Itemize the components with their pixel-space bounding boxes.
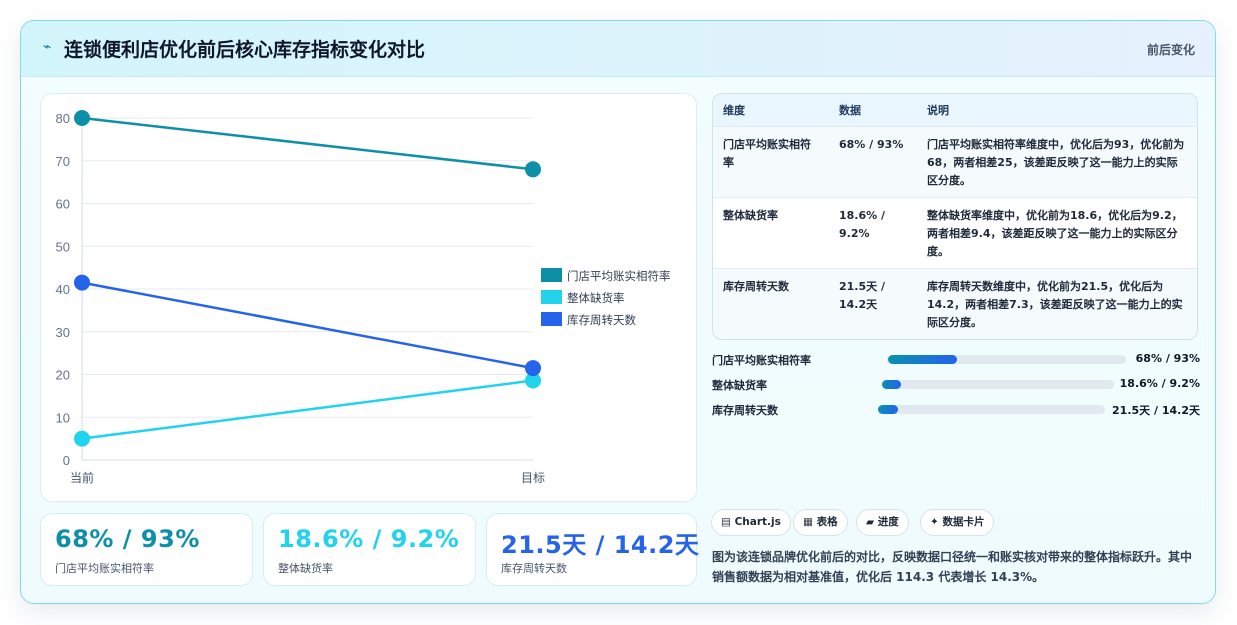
x-tick-label: 目标 [521,471,545,485]
y-tick-label: 20 [56,368,70,383]
progress-row-stockout: 整体缺货率 18.6% / 9.2% [712,375,1200,393]
card-header: ⌁ 连锁便利店优化前后核心库存指标变化对比 前后变化 [21,21,1215,77]
legend-swatch [541,290,562,304]
chart-note: 图为该连锁品牌优化前后的对比，反映数据口径统一和账实核对带来的整体指标跃升。其中… [712,550,1193,584]
progress-track [882,380,1114,389]
data-point [525,372,541,389]
progress-row-accuracy: 门店平均账实相符率 68% / 93% [712,350,1200,368]
table-cell-dimension: 门店平均账实相符率 [723,137,811,169]
progress-value: 68% / 93% [1135,352,1200,365]
data-point [74,430,90,447]
progress-track [878,405,1105,414]
progress-value: 21.5天 / 14.2天 [1112,404,1200,417]
data-table: 维度 数据 说明 门店平均账实相符率 68% / 93% 门店平均账实相符率维度… [713,94,1197,339]
stat-value: 21.5天 / 14.2天 [501,531,700,559]
pill-label: 进度 [877,516,899,528]
lightning-icon: ⌁ [43,39,52,55]
data-point [525,360,541,377]
series-line [81,281,534,370]
progress-track [888,355,1126,364]
data-point [525,161,541,178]
y-tick-label: 40 [56,282,70,297]
stat-label: 整体缺货率 [278,562,333,575]
table-cell-description: 整体缺货率维度中，优化前为18.6，优化后为9.2，两者相差9.4，该差距反映了… [927,208,1183,258]
progress-fill [888,355,958,364]
legend-swatch [541,312,562,326]
y-tick-label: 80 [56,111,70,126]
pill-chartjs[interactable]: ▤ Chart.js [711,509,791,536]
line-chart-panel: 0 10 20 30 40 50 60 70 80 当前 目标 门店平均账实相符率 整体缺货率库存周转天… [40,93,697,502]
x-tick-label: 当前 [70,470,94,485]
pill-label: Chart.js [734,516,781,528]
y-tick-label: 0 [63,453,70,468]
pill-label: 表格 [816,516,838,528]
table-row: 库存周转天数 21.5天 / 14.2天 库存周转天数维度中，优化前为21.5，… [713,268,1197,339]
y-tick-label: 70 [56,154,70,169]
legend-label: 库存周转天数 [567,313,636,327]
header-tag: 前后变化 [1146,43,1195,57]
stat-value: 18.6% / 9.2% [278,525,460,553]
line-chart: 0 10 20 30 40 50 60 70 80 当前 目标 门店平均账实相符率整体缺货率库存周转天… [56,110,671,485]
series-line [81,379,534,440]
table-header-cell: 说明 [927,103,949,117]
progress-row-turnover: 库存周转天数 21.5天 / 14.2天 [712,400,1200,418]
table-cell-description: 门店平均账实相符率维度中，优化后为93，优化前为68，两者相差25，该差距反映了… [927,137,1185,187]
stat-label: 门店平均账实相符率 [55,562,154,575]
pill-data-card[interactable]: ✦ 数据卡片 [920,509,995,536]
table-cell-dimension: 整体缺货率 [723,208,778,222]
series-line [81,116,534,171]
y-tick-label: 50 [56,239,70,254]
progress-label: 整体缺货率 [712,379,767,392]
pill-table[interactable]: ▦ 表格 [793,509,848,536]
table-cell-description: 库存周转天数维度中，优化前为21.5，优化后为14.2，两者相差7.3，该差距反… [927,279,1183,329]
stat-value: 68% / 93% [55,525,200,553]
pill-progress[interactable]: ▰ 进度 [856,509,909,536]
y-tick-label: 30 [56,325,70,340]
table-cell-data: 18.6% / 9.2% [839,208,886,240]
stat-card-stockout: 18.6% / 9.2% 整体缺货率 [263,513,476,586]
table-header-row: 维度 数据 说明 [713,94,1197,126]
legend-label: 门店平均账实相符率 [567,269,671,283]
y-tick-label: 10 [56,410,70,425]
chart-icon: ▤ [721,516,731,528]
progress-label: 库存周转天数 [712,404,778,417]
table-cell-dimension: 库存周转天数 [723,279,789,293]
progress-label: 门店平均账实相符率 [712,354,811,367]
table-cell-data: 21.5天 / 14.2天 [839,279,885,311]
stat-label: 库存周转天数 [501,562,567,575]
table-cell-data: 68% / 93% [839,137,904,151]
table-icon: ▦ [803,516,813,528]
sparkle-icon: ✦ [930,516,939,528]
progress-fill [882,380,901,389]
table-row: 整体缺货率 18.6% / 9.2% 整体缺货率维度中，优化前为18.6，优化后… [713,197,1197,268]
legend-swatch [541,268,562,282]
progress-icon: ▰ [866,516,875,528]
page-title: 连锁便利店优化前后核心库存指标变化对比 [64,39,426,61]
pill-label: 数据卡片 [942,516,985,528]
stat-card-turnover: 21.5天 / 14.2天 库存周转天数 [486,513,700,586]
dashboard-card: ⌁ 连锁便利店优化前后核心库存指标变化对比 前后变化 0 10 20 30 40 50 60… [20,20,1216,604]
table-header-cell: 数据 [839,103,861,117]
data-point [74,274,90,291]
progress-value: 18.6% / 9.2% [1119,377,1200,390]
data-table-panel: 维度 数据 说明 门店平均账实相符率 68% / 93% 门店平均账实相符率维度… [712,93,1198,340]
legend-label: 整体缺货率 [567,291,625,305]
progress-fill [878,405,899,414]
table-header-cell: 维度 [723,103,745,117]
stat-card-accuracy: 68% / 93% 门店平均账实相符率 [40,513,253,586]
y-tick-label: 60 [56,197,70,212]
data-point [74,110,90,126]
table-row: 门店平均账实相符率 68% / 93% 门店平均账实相符率维度中，优化后为93，… [713,126,1197,197]
